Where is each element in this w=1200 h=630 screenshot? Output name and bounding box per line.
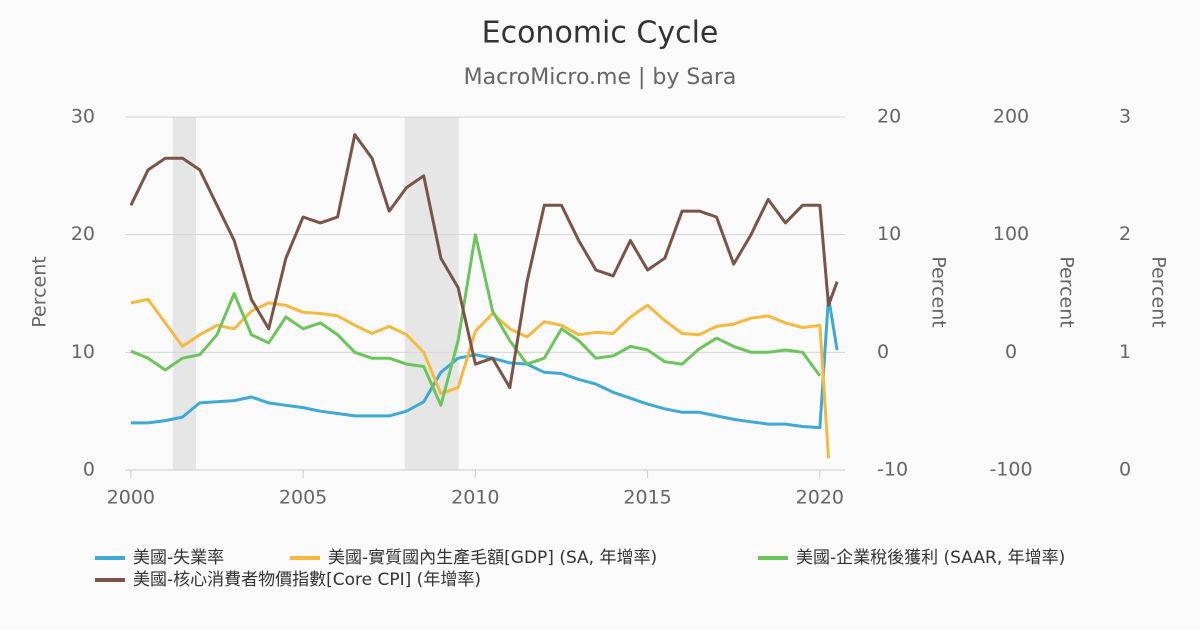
- chart-subtitle: MacroMicro.me | by Sara: [464, 65, 737, 90]
- y2-tick-label: 20: [877, 106, 901, 128]
- y4-axis-title: Percent: [1148, 256, 1170, 328]
- y2-tick-label: -10: [877, 459, 908, 481]
- y-tick-label: 30: [71, 106, 95, 128]
- x-tick-label: 2010: [451, 487, 499, 509]
- recession-band: [404, 117, 459, 470]
- y-axis-title: Percent: [29, 256, 51, 328]
- y-tick-label: 20: [71, 223, 95, 245]
- y2-axis-title: Percent: [928, 256, 950, 328]
- y3-tick-label: 200: [993, 106, 1029, 128]
- y2-tick-label: 10: [877, 223, 901, 245]
- y4-tick-label: 0: [1119, 459, 1131, 481]
- legend-label: 美國-核心消費者物價指數[Core CPI] (年增率): [133, 570, 481, 590]
- chart-title: Economic Cycle: [482, 16, 719, 51]
- y2-tick-label: 0: [877, 341, 889, 363]
- x-tick-label: 2015: [623, 487, 671, 509]
- y3-tick-label: -100: [989, 459, 1032, 481]
- y4-tick-label: 3: [1119, 106, 1131, 128]
- x-tick-label: 2020: [796, 487, 844, 509]
- y4-tick-label: 1: [1119, 341, 1131, 363]
- y3-tick-label: 100: [993, 223, 1029, 245]
- y-tick-label: 0: [83, 459, 95, 481]
- y4-tick-label: 2: [1119, 223, 1131, 245]
- y-tick-label: 10: [71, 341, 95, 363]
- legend-label: 美國-失業率: [133, 548, 224, 568]
- legend-label: 美國-實質國內生產毛額[GDP] (SA, 年增率): [328, 548, 657, 568]
- x-tick-label: 2005: [279, 487, 327, 509]
- series-line: [129, 133, 839, 390]
- y3-tick-label: 0: [1005, 341, 1017, 363]
- series-line: [130, 297, 830, 459]
- legend-label: 美國-企業稅後獲利 (SAAR, 年增率): [796, 548, 1065, 568]
- x-tick-label: 2000: [107, 487, 155, 509]
- series-line: [130, 233, 822, 407]
- recession-band: [172, 117, 196, 470]
- y3-axis-title: Percent: [1056, 256, 1078, 328]
